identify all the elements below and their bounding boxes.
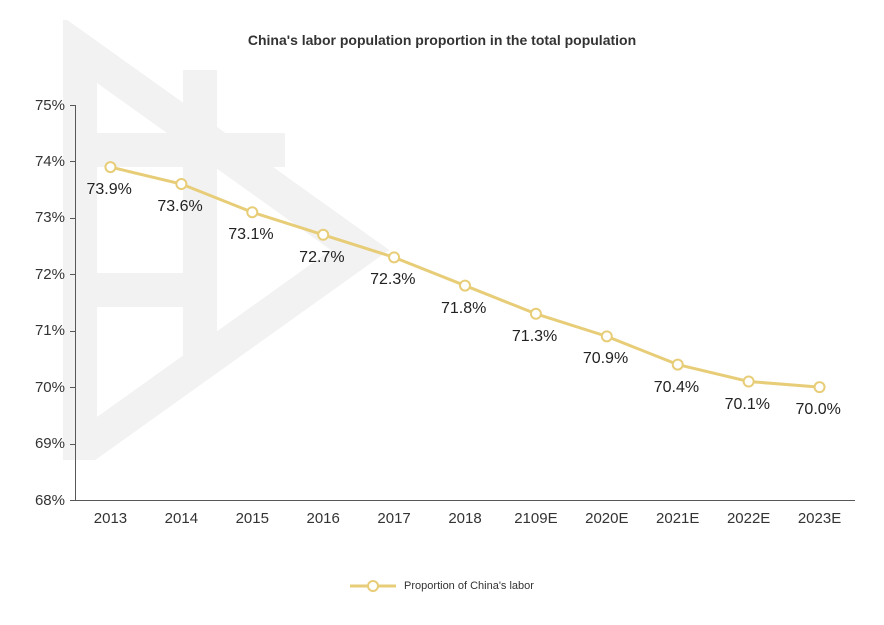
y-tick-label: 68% [20, 492, 65, 509]
data-point-marker [744, 377, 754, 387]
y-tick-label: 70% [20, 379, 65, 396]
y-tick-mark [70, 331, 75, 332]
data-point-label: 73.9% [86, 181, 131, 199]
data-point-marker [176, 179, 186, 189]
legend-marker [350, 579, 396, 593]
data-point-marker [531, 309, 541, 319]
x-tick-label: 2014 [146, 510, 216, 527]
x-tick-label: 2013 [75, 510, 145, 527]
y-tick-mark [70, 218, 75, 219]
data-point-marker [815, 382, 825, 392]
x-tick-label: 2022E [714, 510, 784, 527]
data-point-marker [105, 162, 115, 172]
data-point-label: 70.9% [583, 350, 628, 368]
y-axis-line [75, 105, 76, 500]
data-point-marker [460, 281, 470, 291]
y-tick-label: 74% [20, 153, 65, 170]
chart-title: China's labor population proportion in t… [0, 32, 884, 48]
x-axis-line [75, 500, 855, 501]
y-tick-label: 73% [20, 209, 65, 226]
x-tick-label: 2109E [501, 510, 571, 527]
data-point-label: 70.1% [725, 396, 770, 414]
data-point-label: 70.0% [796, 401, 841, 419]
data-point-label: 73.1% [228, 226, 273, 244]
data-point-label: 71.3% [512, 328, 557, 346]
data-point-label: 72.7% [299, 249, 344, 267]
y-tick-mark [70, 274, 75, 275]
y-tick-label: 69% [20, 435, 65, 452]
y-tick-label: 75% [20, 97, 65, 114]
x-tick-label: 2023E [785, 510, 855, 527]
data-point-label: 70.4% [654, 379, 699, 397]
data-point-marker [673, 360, 683, 370]
data-point-label: 72.3% [370, 271, 415, 289]
y-tick-mark [70, 500, 75, 501]
x-tick-label: 2020E [572, 510, 642, 527]
x-tick-label: 2021E [643, 510, 713, 527]
y-tick-label: 72% [20, 266, 65, 283]
y-tick-mark [70, 105, 75, 106]
x-tick-label: 2017 [359, 510, 429, 527]
data-point-label: 73.6% [157, 198, 202, 216]
x-tick-label: 2015 [217, 510, 287, 527]
data-point-marker [318, 230, 328, 240]
y-tick-label: 71% [20, 322, 65, 339]
data-point-marker [389, 252, 399, 262]
legend: Proportion of China's labor [0, 579, 884, 593]
legend-text: Proportion of China's labor [404, 580, 534, 592]
chart-container: China's labor population proportion in t… [0, 0, 884, 625]
y-tick-mark [70, 387, 75, 388]
x-tick-label: 2018 [430, 510, 500, 527]
line-series [110, 167, 819, 387]
data-point-marker [247, 207, 257, 217]
data-point-label: 71.8% [441, 300, 486, 318]
x-tick-label: 2016 [288, 510, 358, 527]
data-point-marker [602, 331, 612, 341]
y-tick-mark [70, 444, 75, 445]
y-tick-mark [70, 161, 75, 162]
